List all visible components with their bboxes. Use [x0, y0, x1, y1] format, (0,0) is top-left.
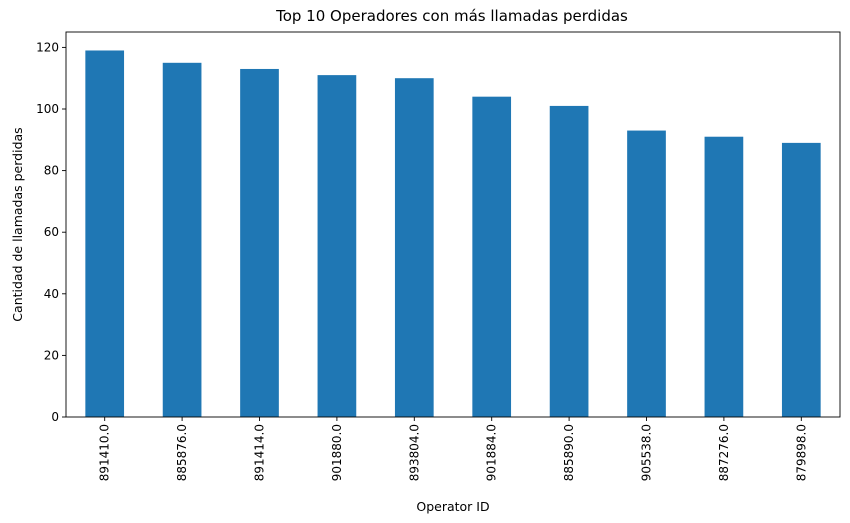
x-tick-label: 887276.0: [717, 424, 731, 481]
x-axis-label: Operator ID: [416, 499, 489, 514]
x-tick-label: 901880.0: [330, 424, 344, 481]
x-tick-label: 879898.0: [794, 424, 808, 481]
y-tick-label: 60: [44, 225, 59, 239]
y-axis: 0 20 40 60 80 100 120: [36, 40, 66, 424]
y-tick-label: 40: [44, 287, 59, 301]
x-tick-label: 901884.0: [485, 424, 499, 481]
y-tick-label: 80: [44, 164, 59, 178]
bar-893804.0: [394, 78, 434, 417]
x-tick-label: 885890.0: [562, 424, 576, 481]
bar-885876.0: [162, 62, 202, 418]
bar-901884.0: [472, 96, 512, 418]
bar-901880.0: [317, 75, 357, 418]
x-axis: 891410.0 885876.0 891414.0 901880.0 893804.0…: [98, 417, 808, 481]
y-tick-label: 0: [51, 410, 59, 424]
bar-879898.0: [781, 142, 821, 417]
bar-891410.0: [85, 50, 125, 417]
x-tick-label: 885876.0: [175, 424, 189, 481]
y-tick-label: 20: [44, 348, 59, 362]
x-tick-label: 893804.0: [407, 424, 421, 481]
x-tick-label: 891410.0: [98, 424, 112, 481]
y-axis-label: Cantidad de llamadas perdidas: [10, 127, 25, 321]
bar-887276.0: [704, 136, 744, 417]
y-tick-label: 100: [36, 102, 59, 116]
chart-title: Top 10 Operadores con más llamadas perdi…: [275, 7, 628, 25]
x-tick-label: 905538.0: [640, 424, 654, 481]
bars-group: [85, 50, 821, 418]
y-tick-label: 120: [36, 40, 59, 54]
bar-885890.0: [549, 105, 589, 418]
x-tick-label: 891414.0: [253, 424, 267, 481]
plot-frame: [65, 31, 841, 418]
bar-905538.0: [627, 130, 666, 417]
bar-891414.0: [240, 68, 279, 418]
